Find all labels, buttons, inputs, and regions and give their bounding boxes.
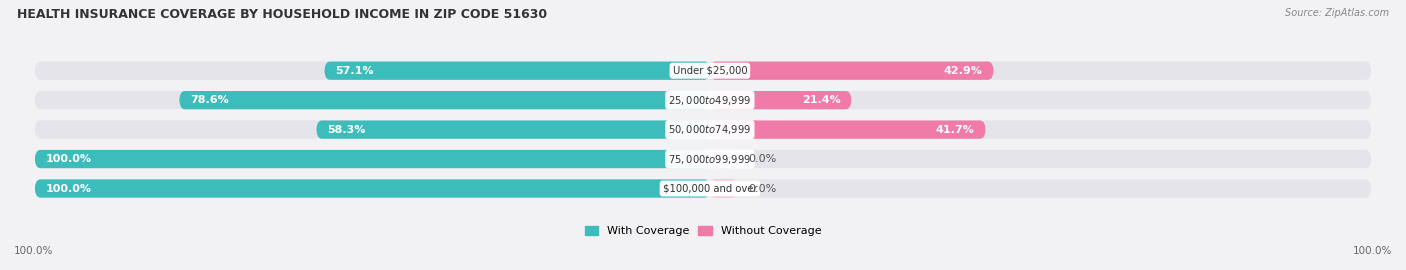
Text: 57.1%: 57.1% <box>336 66 374 76</box>
FancyBboxPatch shape <box>316 120 710 139</box>
FancyBboxPatch shape <box>35 120 1371 139</box>
Text: 100.0%: 100.0% <box>46 154 91 164</box>
Text: 100.0%: 100.0% <box>1353 246 1392 256</box>
Text: 21.4%: 21.4% <box>801 95 841 105</box>
FancyBboxPatch shape <box>35 150 1371 168</box>
FancyBboxPatch shape <box>179 91 710 109</box>
FancyBboxPatch shape <box>35 150 710 168</box>
Legend: With Coverage, Without Coverage: With Coverage, Without Coverage <box>581 221 825 241</box>
FancyBboxPatch shape <box>35 91 1371 109</box>
FancyBboxPatch shape <box>35 179 1371 198</box>
Text: Source: ZipAtlas.com: Source: ZipAtlas.com <box>1285 8 1389 18</box>
FancyBboxPatch shape <box>710 120 986 139</box>
Text: HEALTH INSURANCE COVERAGE BY HOUSEHOLD INCOME IN ZIP CODE 51630: HEALTH INSURANCE COVERAGE BY HOUSEHOLD I… <box>17 8 547 21</box>
Text: 41.7%: 41.7% <box>936 124 974 135</box>
Text: 78.6%: 78.6% <box>190 95 229 105</box>
Text: 100.0%: 100.0% <box>14 246 53 256</box>
FancyBboxPatch shape <box>35 62 1371 80</box>
Text: $50,000 to $74,999: $50,000 to $74,999 <box>668 123 751 136</box>
Text: 0.0%: 0.0% <box>748 184 776 194</box>
Text: $100,000 and over: $100,000 and over <box>662 184 758 194</box>
Text: 42.9%: 42.9% <box>943 66 983 76</box>
FancyBboxPatch shape <box>325 62 710 80</box>
Text: $25,000 to $49,999: $25,000 to $49,999 <box>668 94 751 107</box>
Text: 58.3%: 58.3% <box>328 124 366 135</box>
FancyBboxPatch shape <box>710 150 738 168</box>
FancyBboxPatch shape <box>710 179 738 198</box>
FancyBboxPatch shape <box>710 91 852 109</box>
FancyBboxPatch shape <box>35 179 710 198</box>
FancyBboxPatch shape <box>710 62 994 80</box>
Text: 100.0%: 100.0% <box>46 184 91 194</box>
Text: 0.0%: 0.0% <box>748 154 776 164</box>
Text: $75,000 to $99,999: $75,000 to $99,999 <box>668 153 751 166</box>
Text: Under $25,000: Under $25,000 <box>672 66 747 76</box>
